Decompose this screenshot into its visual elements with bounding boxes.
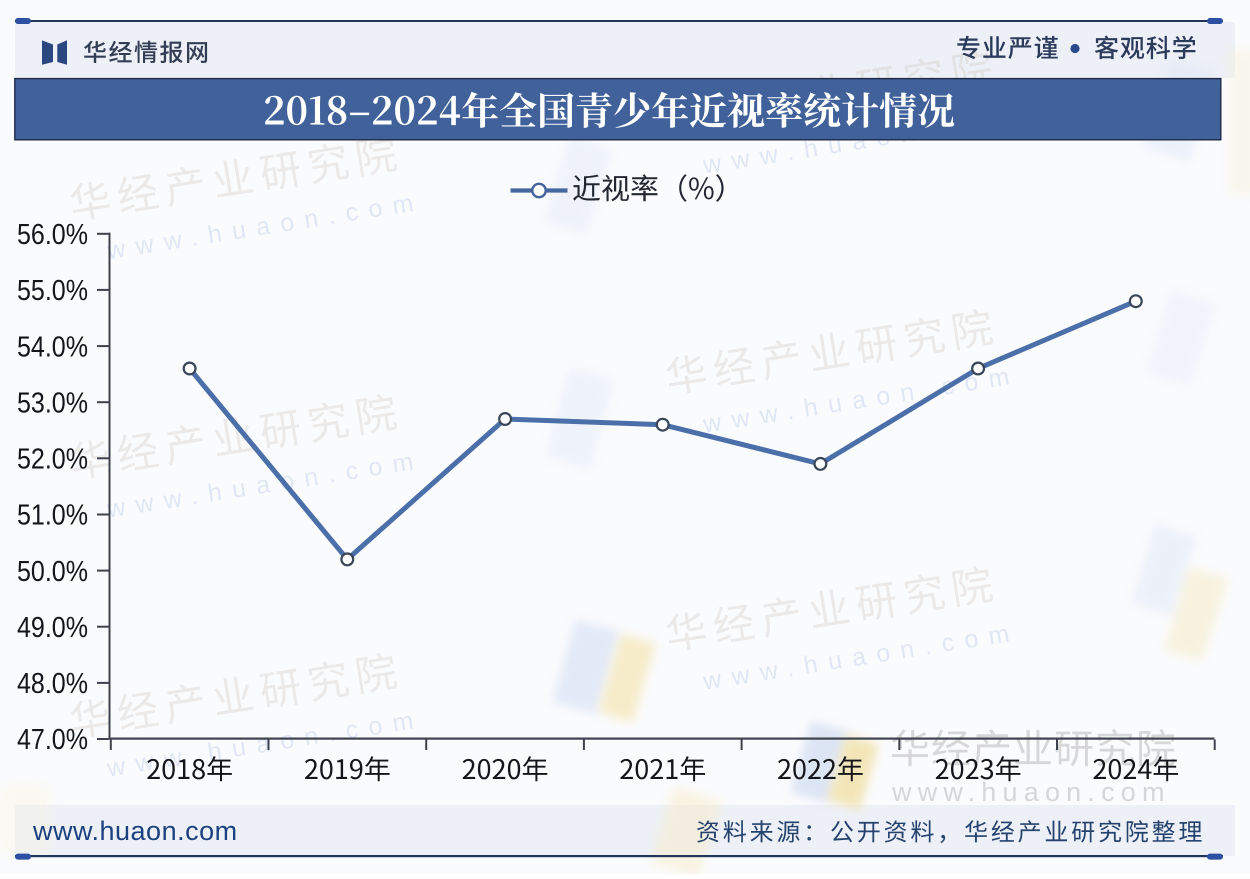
svg-text:50.0%: 50.0% <box>17 556 88 588</box>
svg-text:www.huaon.com: www.huaon.com <box>891 777 1171 807</box>
svg-text:54.0%: 54.0% <box>17 331 88 363</box>
svg-text:52.0%: 52.0% <box>17 444 88 476</box>
svg-text:48.0%: 48.0% <box>17 668 88 700</box>
svg-text:56.0%: 56.0% <box>17 219 88 251</box>
svg-text:53.0%: 53.0% <box>17 387 88 419</box>
svg-text:www.huaon.com: www.huaon.com <box>32 816 238 846</box>
svg-text:55.0%: 55.0% <box>17 275 88 307</box>
svg-text:49.0%: 49.0% <box>17 612 88 644</box>
svg-text:51.0%: 51.0% <box>17 500 88 532</box>
svg-text:47.0%: 47.0% <box>17 724 88 756</box>
